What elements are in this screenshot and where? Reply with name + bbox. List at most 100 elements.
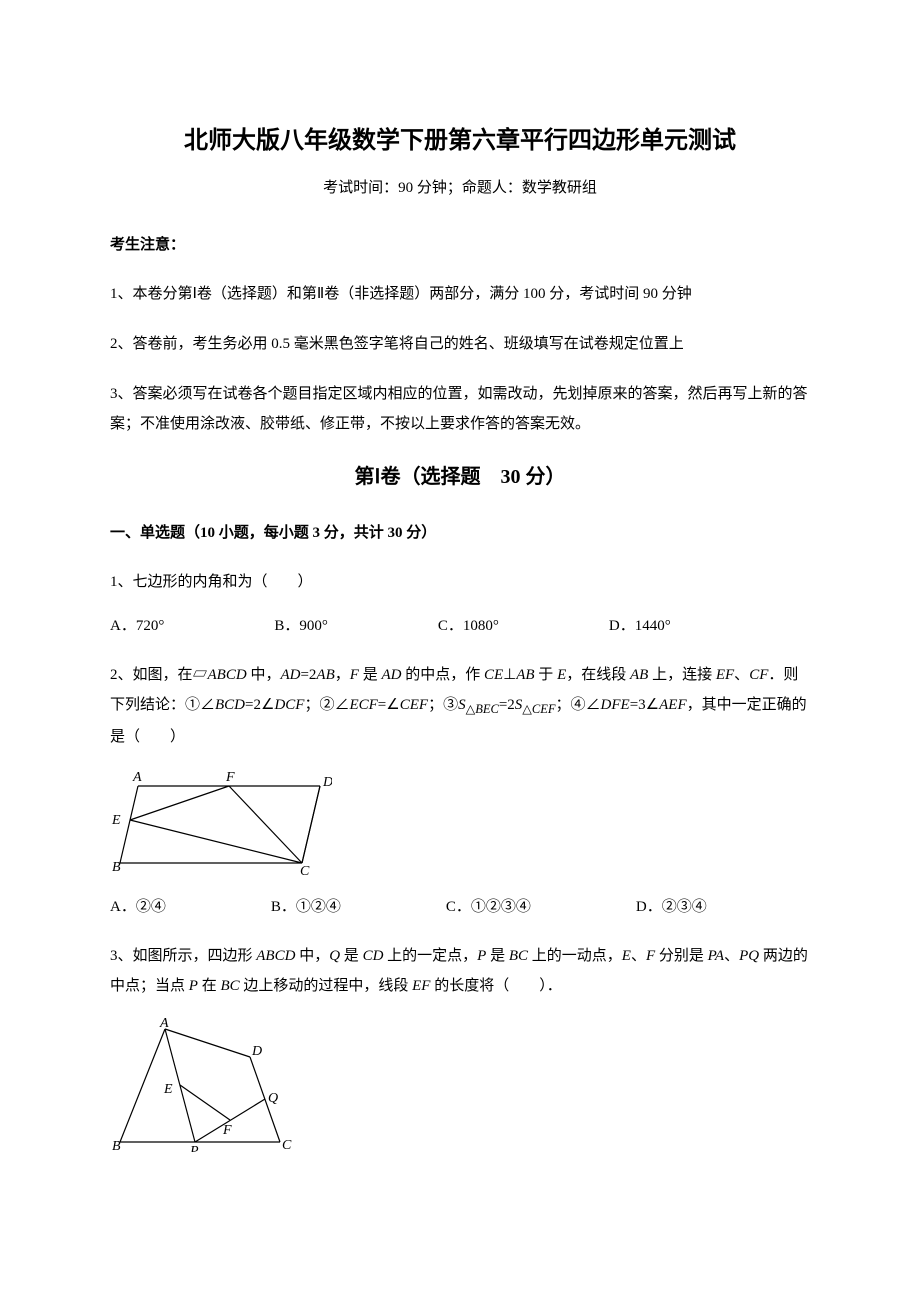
q2-ecf: ECF [349, 697, 377, 713]
q3-t10: 上的一动点， [528, 948, 622, 964]
svg-text:P: P [189, 1144, 199, 1152]
svg-text:D: D [322, 775, 332, 790]
q3-t24: 的长度将（ ）． [430, 978, 561, 994]
svg-text:F: F [225, 770, 235, 785]
q2-option-b: B．①②④ [271, 894, 341, 921]
q1-option-c: C．1080° [438, 613, 499, 640]
q3-t14: 分别是 [655, 948, 708, 964]
q3-t22: 边上移动的过程中，线段 [240, 978, 413, 994]
svg-text:C: C [282, 1138, 292, 1152]
svg-text:B: B [112, 860, 121, 875]
q2-ad: AD [280, 667, 300, 683]
quadrilateral-diagram: A D Q E F B P C [110, 1017, 295, 1152]
subsection-1-header: 一、单选题（10 小题，每小题 3 分，共计 30 分） [110, 520, 810, 547]
q2-abcd: ABCD [208, 667, 247, 683]
svg-text:A: A [159, 1017, 169, 1031]
figure-q2: A F D E B C [110, 768, 810, 876]
q2-t6: ， [335, 667, 350, 683]
q3-prefix: 3、如图所示，四边形 [110, 948, 256, 964]
q2-aef: AEF [659, 697, 687, 713]
question-2: 2、如图，在▱ABCD 中，AD=2AB，F 是 AD 的中点，作 CE⊥AB … [110, 660, 810, 752]
q2-t24: =2∠ [245, 697, 274, 713]
q2-t34: =2 [499, 697, 515, 713]
q3-t12: 、 [631, 948, 646, 964]
q2-dcf: DCF [274, 697, 304, 713]
q3-t6: 上的一定点， [383, 948, 477, 964]
q2-ef: EF [716, 667, 734, 683]
q2-t30: ；③ [428, 697, 458, 713]
svg-text:Q: Q [268, 1091, 278, 1106]
q2-bcd: BCD [215, 697, 245, 713]
q1-option-a: A．720° [110, 613, 164, 640]
svg-text:C: C [300, 864, 310, 876]
q2-t40: =3∠ [630, 697, 659, 713]
svg-text:B: B [112, 1139, 121, 1152]
q3-t2: 中， [295, 948, 329, 964]
q2-sub1: △BEC [466, 702, 499, 716]
svg-text:F: F [222, 1123, 232, 1138]
notice-item-3: 3、答案必须写在试卷各个题目指定区域内相应的位置，如需改动，先划掉原来的答案，然… [110, 379, 810, 439]
svg-text:E: E [111, 813, 121, 828]
q2-ab3: AB [630, 667, 648, 683]
q2-e: E [557, 667, 566, 683]
q2-cef: CEF [400, 697, 428, 713]
question-1: 1、七边形的内角和为（ ） [110, 567, 810, 597]
q3-t20: 在 [198, 978, 221, 994]
q3-abcd: ABCD [256, 948, 295, 964]
notice-header: 考生注意： [110, 232, 810, 259]
q2-dfe: DFE [601, 697, 630, 713]
question-1-options: A．720° B．900° C．1080° D．1440° [110, 613, 810, 640]
q2-t16: ，在线段 [566, 667, 630, 683]
q2-s1: S [458, 697, 466, 713]
q2-sub2: △CEF [522, 702, 555, 716]
q3-t4: 是 [340, 948, 363, 964]
q3-bc: BC [509, 948, 528, 964]
q3-p2: P [189, 978, 198, 994]
q2-ab2: AB [516, 667, 534, 683]
q3-e: E [622, 948, 631, 964]
q2-ce: CE [484, 667, 503, 683]
q3-ef: EF [412, 978, 430, 994]
q2-cf: CF [749, 667, 768, 683]
exam-subtitle: 考试时间：90 分钟；命题人：数学教研组 [110, 175, 810, 202]
q3-pq: PQ [739, 948, 759, 964]
q2-t14: 于 [535, 667, 558, 683]
svg-text:D: D [251, 1044, 262, 1059]
q2-t12: ⊥ [503, 667, 516, 683]
svg-text:E: E [163, 1082, 173, 1097]
q3-p: P [477, 948, 486, 964]
section-1-header: 第Ⅰ卷（选择题 30 分） [110, 459, 810, 495]
question-3: 3、如图所示，四边形 ABCD 中，Q 是 CD 上的一定点，P 是 BC 上的… [110, 941, 810, 1001]
q1-option-d: D．1440° [609, 613, 671, 640]
q2-option-c: C．①②③④ [446, 894, 531, 921]
q2-t28: =∠ [378, 697, 400, 713]
notice-item-2: 2、答卷前，考生务必用 0.5 毫米黑色签字笔将自己的姓名、班级填写在试卷规定位… [110, 329, 810, 359]
q2-t38: ；④∠ [556, 697, 601, 713]
q2-t10: 的中点，作 [401, 667, 484, 683]
exam-title: 北师大版八年级数学下册第六章平行四边形单元测试 [110, 120, 810, 163]
q2-t8: 是 [359, 667, 382, 683]
q3-cd: CD [363, 948, 384, 964]
q2-t4: =2 [300, 667, 316, 683]
q3-f: F [646, 948, 655, 964]
q2-ad2: AD [381, 667, 401, 683]
q2-option-a: A．②④ [110, 894, 166, 921]
q2-f: F [350, 667, 359, 683]
question-2-options: A．②④ B．①②④ C．①②③④ D．②③④ [110, 894, 810, 921]
q2-text: 2、如图，在▱ [110, 667, 208, 683]
q3-t16: 、 [724, 948, 739, 964]
svg-text:A: A [132, 770, 142, 785]
q2-t26: ；②∠ [304, 697, 349, 713]
figure-q3: A D Q E F B P C [110, 1017, 810, 1152]
q3-t8: 是 [486, 948, 509, 964]
q2-t20: 、 [734, 667, 749, 683]
q2-option-d: D．②③④ [636, 894, 707, 921]
q2-ab: AB [316, 667, 334, 683]
q3-pa: PA [708, 948, 724, 964]
q3-bc2: BC [220, 978, 239, 994]
q1-option-b: B．900° [274, 613, 328, 640]
q2-t18: 上，连接 [648, 667, 716, 683]
parallelogram-diagram: A F D E B C [110, 768, 332, 876]
notice-item-1: 1、本卷分第Ⅰ卷（选择题）和第Ⅱ卷（非选择题）两部分，满分 100 分，考试时间… [110, 279, 810, 309]
q3-q: Q [329, 948, 340, 964]
